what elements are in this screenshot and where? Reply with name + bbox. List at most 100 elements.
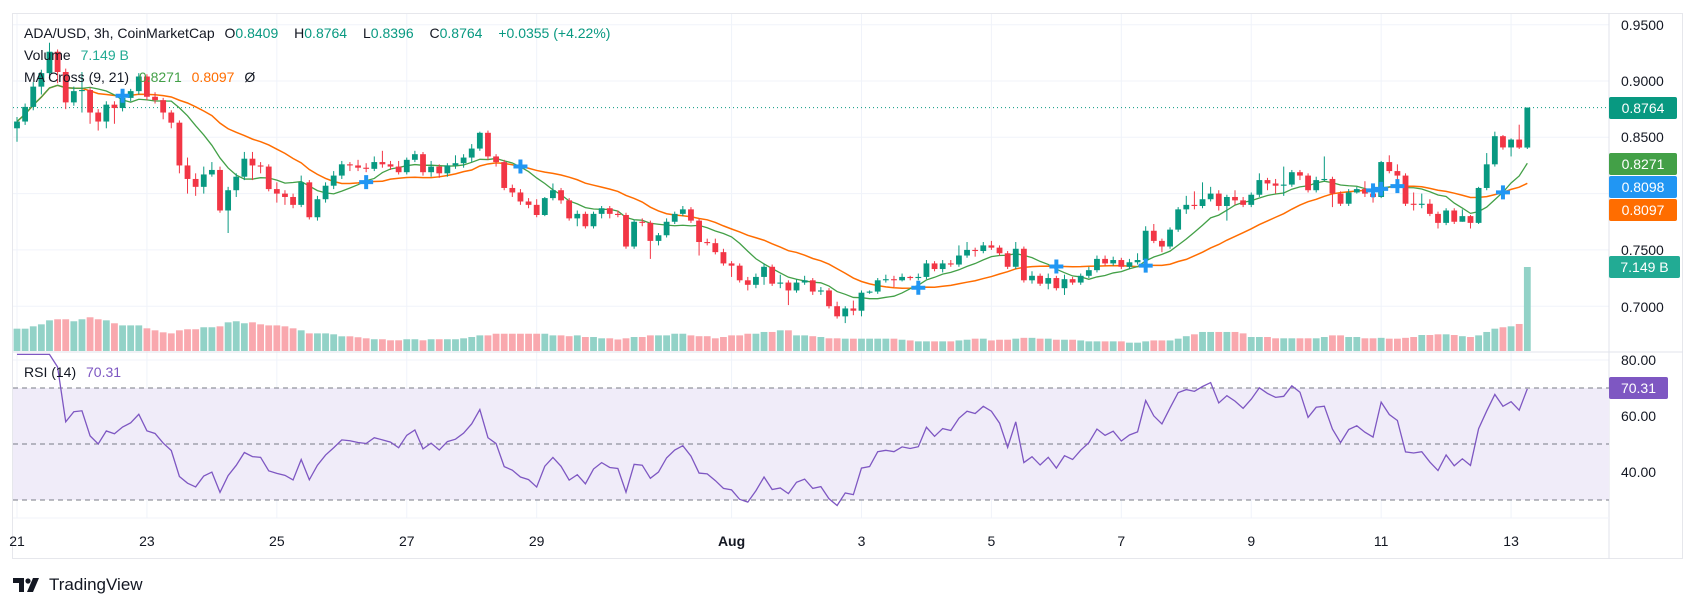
candle-body: [1085, 270, 1092, 276]
volume-bar: [1410, 337, 1418, 351]
volume-bar: [37, 324, 45, 351]
volume-bar: [931, 341, 938, 351]
volume-bar: [159, 332, 167, 351]
candle-body: [980, 245, 987, 252]
volume-label: Volume: [24, 47, 71, 63]
candle-body: [403, 159, 410, 173]
date-tick: 7: [1117, 533, 1126, 549]
candle-body: [103, 104, 110, 122]
volume-bar: [127, 325, 135, 351]
candle-body: [1240, 200, 1247, 205]
candle-body: [1345, 192, 1352, 204]
volume-bar: [443, 339, 451, 351]
tradingview-logo[interactable]: TradingView: [13, 575, 143, 595]
volume-bar: [947, 341, 955, 351]
volume-bar: [858, 338, 865, 351]
candle-body: [338, 164, 345, 176]
price-tick: 0.9000: [1621, 73, 1664, 89]
volume-bar: [679, 333, 687, 351]
volume-bar: [736, 335, 744, 351]
candle-body: [70, 91, 77, 103]
candle-body: [476, 132, 483, 149]
volume-bar: [21, 328, 29, 351]
volume-bar: [151, 330, 159, 351]
volume-bar: [86, 317, 94, 351]
volume-bar: [200, 327, 208, 351]
candle-body: [899, 276, 905, 281]
candle-body: [22, 106, 29, 122]
candle-body: [1012, 248, 1019, 267]
date-tick: 21: [9, 533, 25, 549]
candle-body: [777, 282, 784, 284]
candle-body: [363, 167, 370, 169]
candle-body: [1069, 279, 1076, 283]
candle-body: [631, 221, 638, 247]
volume-bar: [890, 338, 898, 351]
ma-cross-marker: [1495, 185, 1510, 200]
candle-body: [753, 276, 759, 285]
candle-body: [306, 182, 313, 218]
candle-body: [395, 166, 402, 173]
volume-bar: [184, 329, 191, 351]
candle-body: [314, 199, 321, 218]
candle-body: [1029, 275, 1035, 281]
candle-body: [290, 196, 296, 205]
candle-body: [866, 291, 873, 293]
date-tick: 23: [139, 533, 155, 549]
volume-bar: [1329, 335, 1336, 351]
candle-body: [452, 163, 459, 166]
volume-bar: [102, 320, 110, 351]
candle-body: [1207, 193, 1214, 200]
candle-body: [809, 280, 816, 292]
candle-body: [761, 266, 767, 277]
candle-body: [663, 221, 670, 236]
volume-bar: [1426, 335, 1434, 351]
volume-bar: [1061, 339, 1068, 351]
candle-body: [688, 209, 694, 221]
candle-body: [826, 290, 832, 307]
candle-body: [1483, 164, 1490, 188]
candle-body: [225, 190, 232, 211]
candle-body: [671, 213, 678, 222]
ma-label: MA Cross (9, 21): [24, 69, 130, 85]
candle-body: [1264, 180, 1271, 184]
volume-bar: [1069, 339, 1076, 351]
volume-bar: [1166, 340, 1174, 351]
candle-body: [387, 164, 394, 167]
ma-cross-marker: [359, 175, 374, 190]
candle-body: [1215, 193, 1222, 206]
volume-bar: [1442, 334, 1450, 351]
date-tick: Aug: [717, 533, 746, 549]
candle-body: [785, 282, 792, 291]
candle-body: [330, 175, 337, 186]
volume-bar: [1044, 338, 1052, 351]
volume-bar: [1052, 339, 1060, 351]
candle-body: [834, 306, 841, 317]
candle-body: [298, 182, 305, 205]
candle-body: [282, 193, 288, 197]
candle-body: [842, 308, 849, 317]
candle-body: [850, 308, 857, 311]
volume-bar: [297, 330, 305, 351]
candle-body: [550, 190, 556, 199]
volume-bar: [1117, 341, 1125, 351]
ma-slow-tag: 0.8097: [1609, 199, 1677, 221]
candle-body: [964, 249, 970, 256]
volume-bar: [289, 328, 297, 351]
candle-body: [558, 190, 564, 201]
volume-bar: [411, 339, 419, 351]
volume-bar: [1191, 334, 1198, 351]
volume-bar: [354, 337, 362, 351]
candle-body: [744, 280, 751, 285]
volume-bar: [1515, 323, 1523, 351]
volume-bar: [1450, 335, 1458, 351]
volume-bar: [1345, 337, 1353, 351]
volume-bar: [1312, 338, 1320, 351]
candle-body: [525, 201, 532, 205]
volume-bar: [752, 333, 760, 351]
candle-body: [517, 192, 524, 202]
candle-body: [769, 266, 776, 284]
close-value: 0.8764: [439, 25, 483, 41]
volume-bar: [655, 335, 662, 351]
